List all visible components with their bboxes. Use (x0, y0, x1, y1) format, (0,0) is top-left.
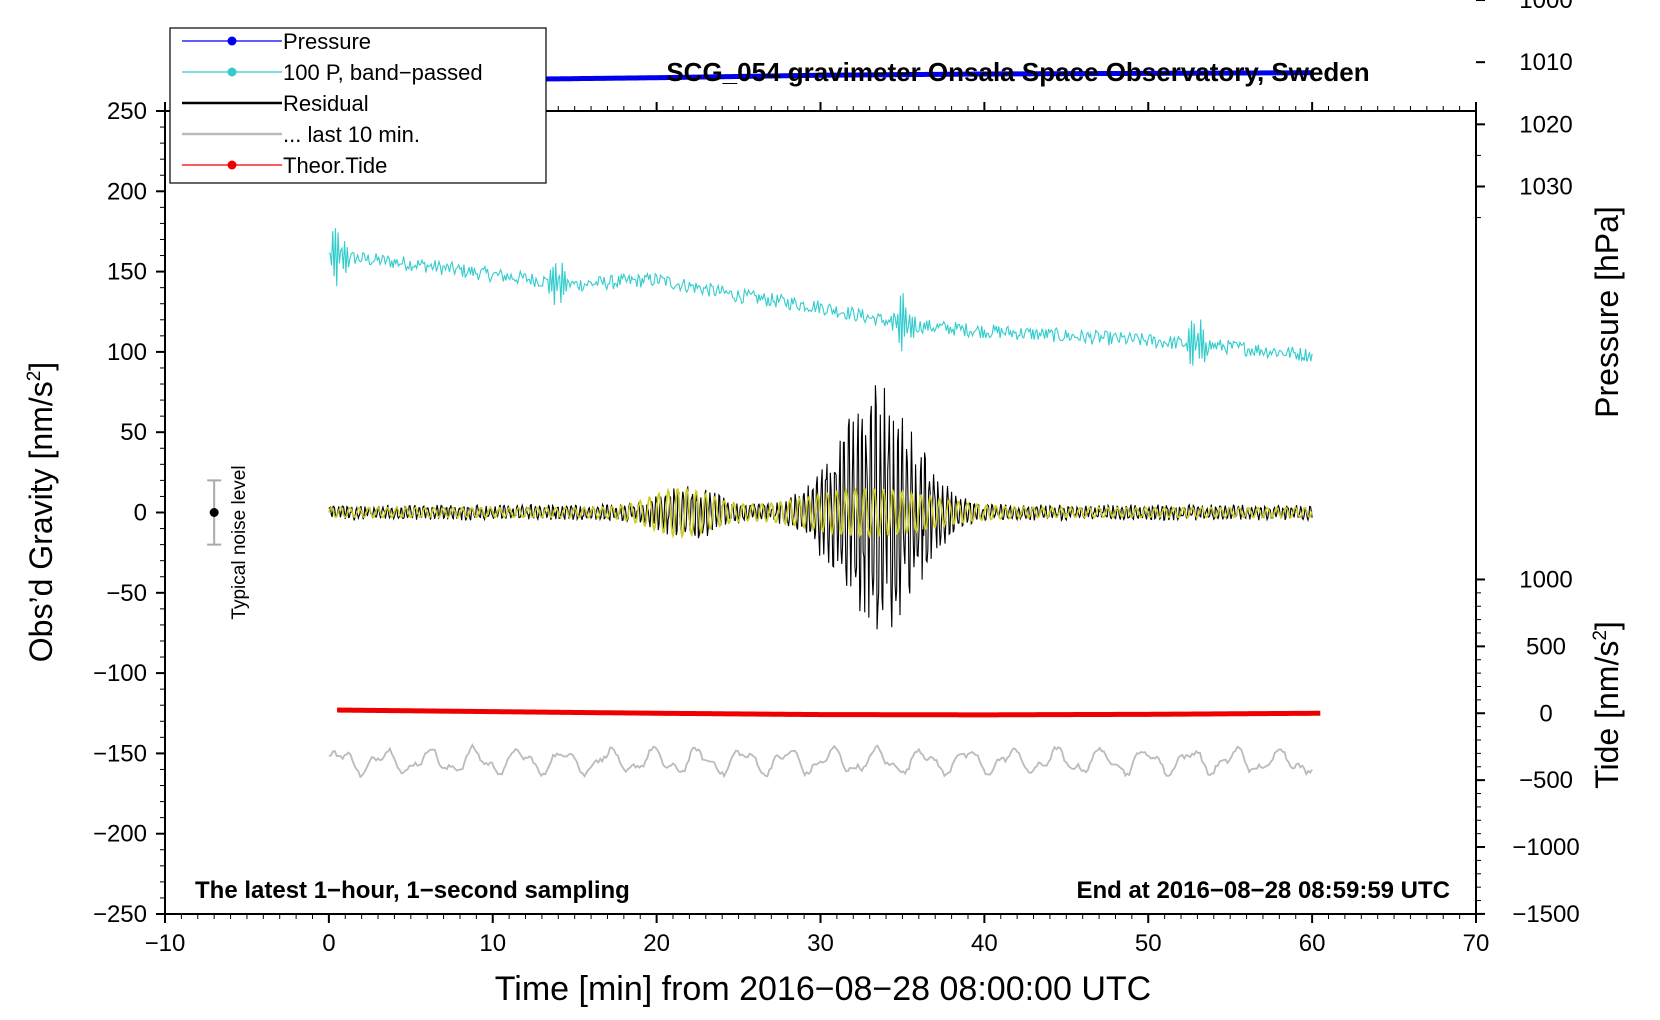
y-tick-label: 50 (120, 419, 147, 446)
pressure-tick-label: 1030 (1519, 173, 1572, 200)
series-last-10-min (328, 743, 1313, 779)
legend-marker (227, 160, 237, 170)
noise-label: Typical noise level (229, 465, 250, 619)
x-tick-label: 30 (807, 930, 834, 957)
pressure-tick-label: 1000 (1519, 0, 1572, 14)
legend-label: Theor.Tide (283, 153, 387, 178)
legend-entries: Pressure 100 P, band−passed Residual ... la… (182, 29, 483, 178)
legend-marker (227, 36, 237, 46)
x-tick-label: −10 (145, 930, 186, 957)
x-tick-label: 0 (322, 930, 335, 957)
legend-box (169, 27, 547, 184)
pressure-tick-label: 1010 (1519, 49, 1572, 76)
y-tick-label: −50 (106, 580, 147, 607)
x-tick-label: 60 (1299, 930, 1326, 957)
x-tick-label: 10 (479, 930, 506, 957)
pressure-axis-label: Pressure [hPa] (1589, 206, 1625, 418)
y-tick-label: −150 (93, 740, 147, 767)
pressure-tick-label: 1020 (1519, 111, 1572, 138)
y-tick-label: 150 (107, 259, 147, 286)
tide-tick-label: 500 (1526, 633, 1566, 660)
legend-label: Pressure (283, 29, 371, 54)
y-tick-label: −100 (93, 660, 147, 687)
tide-tick-label: 1000 (1519, 566, 1572, 593)
legend-label: ... last 10 min. (283, 122, 420, 147)
y-tick-label: −200 (93, 821, 147, 848)
y-tick-label: 100 (107, 339, 147, 366)
annotation-end-time: End at 2016−08−28 08:59:59 UTC (1076, 877, 1450, 904)
tide-axis-label: Tide [nm/s2] (1589, 621, 1625, 789)
tide-tick-label: −1500 (1512, 901, 1579, 928)
y-tick-label: 0 (134, 500, 147, 527)
x-axis-label: Time [min] from 2016−08−28 08:00:00 UTC (495, 970, 1151, 1008)
x-tick-label: 20 (643, 930, 670, 957)
x-tick-label: 40 (971, 930, 998, 957)
tide-tick-label: −1000 (1512, 834, 1579, 861)
annotation-sampling: The latest 1−hour, 1−second sampling (195, 877, 630, 904)
legend: Pressure 100 P, band−passed Residual ... la… (169, 27, 547, 184)
legend-label: Residual (283, 91, 369, 116)
y-tick-label: −250 (93, 901, 147, 928)
series-theoretical-tide (337, 707, 1321, 718)
legend-marker (227, 67, 237, 77)
x-tick-label: 70 (1463, 930, 1490, 957)
series-band-passed-pressure (328, 228, 1313, 366)
chart-title: SCG_054 gravimeter Onsala Space Observat… (666, 57, 1369, 87)
noise-level-indicator: Typical noise level (207, 465, 250, 620)
tide-tick-label: 0 (1539, 700, 1552, 727)
noise-dot (209, 508, 219, 517)
series-filtered-residual (328, 487, 1313, 540)
axes-layer: −10 0 10 20 30 40 50 60 70250200150100500−50−100… (93, 0, 1580, 957)
tide-tick-label: −500 (1519, 767, 1573, 794)
x-tick-label: 50 (1135, 930, 1162, 957)
y-axis-label: Obs’d Gravity [nm/s2] (23, 362, 59, 662)
y-tick-label: 200 (107, 178, 147, 205)
y-tick-label: 250 (107, 98, 147, 125)
legend-label: 100 P, band−passed (283, 60, 483, 85)
